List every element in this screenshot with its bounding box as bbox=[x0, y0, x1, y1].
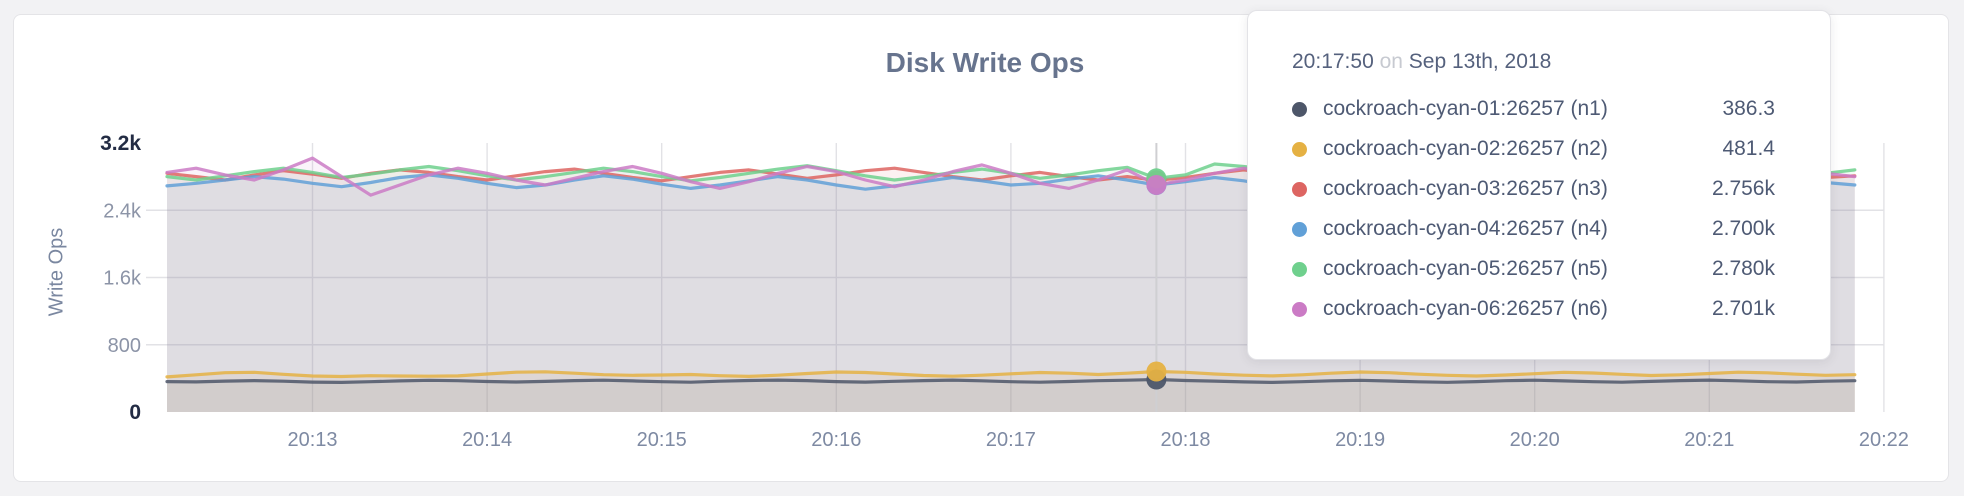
y-axis-tick-label: 2.4k bbox=[103, 200, 142, 222]
tooltip-series-row: cockroach-cyan-04:26257 (n4) 2.700k bbox=[1292, 209, 1775, 249]
hover-point-dot bbox=[1146, 361, 1167, 382]
x-axis-tick-label: 20:16 bbox=[811, 429, 861, 451]
series-value: 2.700k bbox=[1711, 217, 1775, 240]
x-axis-tick-label: 20:20 bbox=[1510, 429, 1560, 451]
y-axis-tick-label: 0 bbox=[129, 401, 141, 424]
x-axis-tick-label: 20:19 bbox=[1335, 429, 1385, 451]
series-color-dot bbox=[1292, 101, 1307, 117]
series-color-dot bbox=[1292, 181, 1307, 197]
axis-labels: 0 800 1.6k 2.4k 3.2k 20:13 20:14 20:15 20:16 20:1… bbox=[100, 132, 1909, 451]
series-color-dot bbox=[1292, 221, 1307, 237]
tooltip-series-row: cockroach-cyan-01:26257 (n1) 386.3 bbox=[1292, 89, 1775, 129]
y-axis-tick-label: 3.2k bbox=[100, 132, 141, 155]
series-label: cockroach-cyan-06:26257 (n6) bbox=[1323, 297, 1608, 320]
tooltip-series-row: cockroach-cyan-05:26257 (n5) 2.780k bbox=[1292, 249, 1775, 289]
tooltip-time: 20:17:50 bbox=[1292, 50, 1374, 73]
x-axis-tick-label: 20:18 bbox=[1160, 429, 1210, 451]
x-axis-tick-label: 20:13 bbox=[287, 429, 337, 451]
series-value: 386.3 bbox=[1722, 97, 1775, 120]
x-axis-tick-label: 20:17 bbox=[986, 429, 1036, 451]
tooltip-connector: on bbox=[1379, 50, 1403, 73]
y-axis-title: Write Ops bbox=[45, 227, 68, 317]
series-area bbox=[167, 379, 1855, 412]
x-axis-tick-label: 20:14 bbox=[462, 429, 512, 451]
hover-marker bbox=[1146, 143, 1167, 412]
x-axis-tick-label: 20:15 bbox=[637, 429, 687, 451]
series-color-dot bbox=[1292, 141, 1307, 157]
tooltip-series-row: cockroach-cyan-06:26257 (n6) 2.701k bbox=[1292, 289, 1775, 329]
tooltip-series-row: cockroach-cyan-02:26257 (n2) 481.4 bbox=[1292, 129, 1775, 169]
series-line bbox=[165, 377, 1857, 384]
series-color-dot bbox=[1292, 261, 1307, 277]
tooltip-series-list: cockroach-cyan-01:26257 (n1) 386.3 cockroa… bbox=[1292, 89, 1775, 329]
y-axis-tick-label: 800 bbox=[108, 335, 141, 357]
series-value: 2.756k bbox=[1711, 177, 1775, 200]
series-value: 2.701k bbox=[1711, 297, 1775, 320]
chart-title: Disk Write Ops bbox=[885, 47, 1085, 78]
series-label: cockroach-cyan-04:26257 (n4) bbox=[1323, 217, 1608, 240]
tooltip-header: 20:17:50 on Sep 13th, 2018 bbox=[1292, 49, 1775, 75]
y-axis-tick-label: 1.6k bbox=[103, 268, 142, 290]
series-line bbox=[165, 369, 1857, 379]
chart-tooltip: 20:17:50 on Sep 13th, 2018 cockroach-cya… bbox=[1247, 10, 1831, 360]
series-label: cockroach-cyan-03:26257 (n3) bbox=[1323, 177, 1608, 200]
series-label: cockroach-cyan-02:26257 (n2) bbox=[1323, 137, 1608, 160]
series-value: 2.780k bbox=[1711, 257, 1775, 280]
x-axis-tick-label: 20:22 bbox=[1859, 429, 1909, 451]
series-label: cockroach-cyan-05:26257 (n5) bbox=[1323, 257, 1608, 280]
tooltip-date: Sep 13th, 2018 bbox=[1408, 50, 1552, 73]
hover-point-dot bbox=[1146, 174, 1167, 195]
series-label: cockroach-cyan-01:26257 (n1) bbox=[1323, 97, 1608, 120]
series-color-dot bbox=[1292, 301, 1307, 317]
tooltip-series-row: cockroach-cyan-03:26257 (n3) 2.756k bbox=[1292, 169, 1775, 209]
series-value: 481.4 bbox=[1722, 137, 1775, 160]
x-axis-tick-label: 20:21 bbox=[1684, 429, 1734, 451]
